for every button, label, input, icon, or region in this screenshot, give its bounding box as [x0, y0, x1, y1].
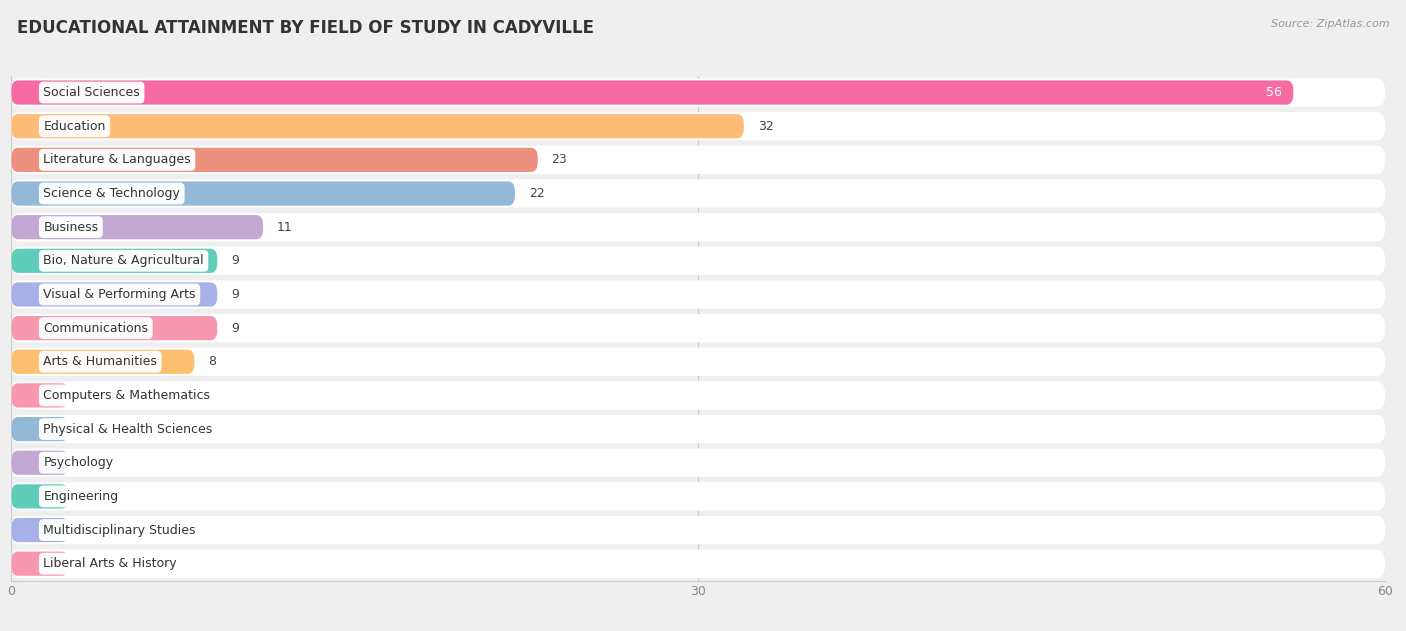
FancyBboxPatch shape	[11, 551, 69, 576]
FancyBboxPatch shape	[11, 348, 1385, 376]
FancyBboxPatch shape	[11, 80, 1294, 105]
FancyBboxPatch shape	[11, 550, 1385, 578]
FancyBboxPatch shape	[11, 516, 1385, 544]
FancyBboxPatch shape	[11, 112, 1385, 140]
Text: Bio, Nature & Agricultural: Bio, Nature & Agricultural	[44, 254, 204, 268]
FancyBboxPatch shape	[11, 215, 263, 239]
FancyBboxPatch shape	[11, 350, 194, 374]
Text: Physical & Health Sciences: Physical & Health Sciences	[44, 423, 212, 435]
FancyBboxPatch shape	[11, 179, 1385, 208]
FancyBboxPatch shape	[11, 247, 1385, 275]
Text: Engineering: Engineering	[44, 490, 118, 503]
FancyBboxPatch shape	[11, 415, 1385, 443]
FancyBboxPatch shape	[11, 316, 218, 340]
Text: 23: 23	[551, 153, 567, 167]
Text: Psychology: Psychology	[44, 456, 114, 469]
Text: Social Sciences: Social Sciences	[44, 86, 141, 99]
Text: 0: 0	[82, 389, 90, 402]
Text: Multidisciplinary Studies: Multidisciplinary Studies	[44, 524, 195, 536]
Text: 9: 9	[231, 322, 239, 334]
FancyBboxPatch shape	[11, 249, 218, 273]
FancyBboxPatch shape	[11, 518, 69, 542]
FancyBboxPatch shape	[11, 78, 1385, 107]
FancyBboxPatch shape	[11, 114, 744, 138]
FancyBboxPatch shape	[11, 181, 515, 206]
FancyBboxPatch shape	[11, 314, 1385, 342]
Text: 0: 0	[82, 423, 90, 435]
Text: Computers & Mathematics: Computers & Mathematics	[44, 389, 211, 402]
FancyBboxPatch shape	[11, 381, 1385, 410]
Text: Liberal Arts & History: Liberal Arts & History	[44, 557, 177, 570]
Text: EDUCATIONAL ATTAINMENT BY FIELD OF STUDY IN CADYVILLE: EDUCATIONAL ATTAINMENT BY FIELD OF STUDY…	[17, 19, 593, 37]
Text: Literature & Languages: Literature & Languages	[44, 153, 191, 167]
FancyBboxPatch shape	[11, 146, 1385, 174]
Text: 0: 0	[82, 557, 90, 570]
Text: 22: 22	[529, 187, 544, 200]
Text: 0: 0	[82, 524, 90, 536]
Text: 32: 32	[758, 120, 773, 133]
FancyBboxPatch shape	[11, 148, 538, 172]
FancyBboxPatch shape	[11, 282, 218, 307]
Text: Education: Education	[44, 120, 105, 133]
FancyBboxPatch shape	[11, 383, 69, 408]
FancyBboxPatch shape	[11, 451, 69, 475]
Text: 8: 8	[208, 355, 217, 369]
Text: Communications: Communications	[44, 322, 148, 334]
Text: Visual & Performing Arts: Visual & Performing Arts	[44, 288, 195, 301]
FancyBboxPatch shape	[11, 280, 1385, 309]
Text: Source: ZipAtlas.com: Source: ZipAtlas.com	[1271, 19, 1389, 29]
Text: 56: 56	[1265, 86, 1282, 99]
FancyBboxPatch shape	[11, 484, 69, 509]
Text: 0: 0	[82, 456, 90, 469]
Text: 11: 11	[277, 221, 292, 233]
Text: Science & Technology: Science & Technology	[44, 187, 180, 200]
FancyBboxPatch shape	[11, 417, 69, 441]
FancyBboxPatch shape	[11, 449, 1385, 477]
Text: Arts & Humanities: Arts & Humanities	[44, 355, 157, 369]
Text: Business: Business	[44, 221, 98, 233]
Text: 9: 9	[231, 288, 239, 301]
Text: 9: 9	[231, 254, 239, 268]
FancyBboxPatch shape	[11, 482, 1385, 510]
Text: 0: 0	[82, 490, 90, 503]
FancyBboxPatch shape	[11, 213, 1385, 241]
